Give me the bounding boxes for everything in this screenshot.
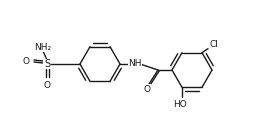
Text: S: S [44,59,50,69]
Text: NH₂: NH₂ [34,43,52,52]
Text: O: O [43,81,51,90]
Text: NH: NH [128,60,142,68]
Text: O: O [144,84,150,93]
Text: HO: HO [173,100,187,109]
Text: Cl: Cl [210,40,219,49]
Text: O: O [23,57,30,66]
